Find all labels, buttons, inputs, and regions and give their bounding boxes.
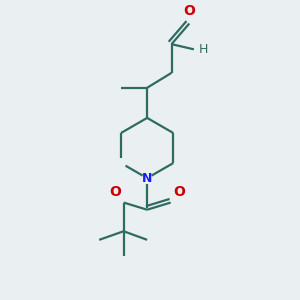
Text: O: O: [109, 185, 121, 199]
Text: H: H: [199, 43, 208, 56]
Text: O: O: [183, 4, 195, 18]
Text: N: N: [142, 172, 152, 185]
Text: O: O: [173, 185, 185, 199]
